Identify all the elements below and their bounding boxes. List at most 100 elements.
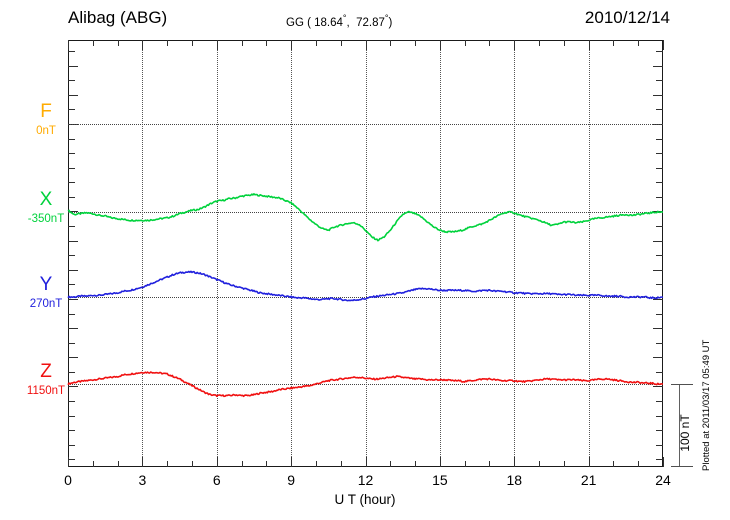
x-axis-tick: [68, 40, 69, 50]
y-axis-tick: [68, 196, 75, 198]
x-axis-tick: [514, 457, 516, 467]
x-axis-tick: [291, 457, 293, 467]
y-axis-tick: [656, 415, 663, 417]
grid-line-vertical: [216, 40, 218, 467]
x-axis-tick: [167, 40, 169, 46]
y-axis-tick: [68, 80, 75, 82]
x-axis-tick: [167, 461, 169, 467]
grid-line-vertical: [588, 40, 590, 467]
y-axis-tick: [68, 153, 75, 155]
component-baseline-value: 1150nT: [26, 385, 66, 397]
x-axis-tick: [241, 40, 243, 46]
x-axis-tick: [241, 461, 243, 467]
y-axis-tick: [653, 298, 663, 300]
y-axis-tick: [656, 109, 663, 111]
y-axis-tick: [68, 430, 75, 432]
y-axis-tick: [653, 65, 663, 67]
y-axis-tick: [656, 401, 663, 403]
x-axis-tick: [266, 461, 268, 467]
baseline-f: [68, 124, 663, 125]
observation-date: 2010/12/14: [584, 8, 670, 27]
y-axis-tick: [656, 138, 663, 140]
scale-bar-top-cap: [671, 384, 693, 385]
x-axis-tick: [92, 40, 94, 46]
trace-z: [67, 371, 664, 398]
component-symbol: Y: [39, 274, 53, 295]
y-axis-tick: [656, 444, 663, 446]
y-axis-tick: [68, 211, 78, 213]
trace-x: [67, 193, 664, 242]
y-axis-tick: [68, 371, 75, 373]
x-axis-tick: [340, 461, 342, 467]
plotted-timestamp: Plotted at 2011/03/17 05:49 UT: [701, 339, 712, 471]
y-axis-tick: [656, 226, 663, 228]
y-axis-tick: [656, 371, 663, 373]
component-label-y: Y 270nT: [30, 275, 63, 311]
x-axis-tick-label: 24: [655, 472, 671, 488]
x-axis-tick-label: 6: [212, 472, 221, 488]
component-baseline-value: 0nT: [36, 125, 56, 137]
y-axis-tick: [653, 269, 663, 271]
y-axis-tick: [68, 415, 75, 417]
y-axis-tick: [68, 298, 78, 300]
x-axis-tick: [563, 40, 565, 46]
component-baseline-value: -350nT: [27, 213, 65, 225]
x-axis-tick: [638, 461, 640, 467]
x-axis-tick: [191, 461, 193, 467]
x-axis-tick-label: 18: [506, 472, 523, 488]
x-axis-tick: [588, 457, 590, 467]
y-axis-tick: [653, 357, 663, 359]
x-axis-tick: [216, 40, 218, 50]
y-axis-tick: [68, 342, 75, 344]
x-axis-tick: [613, 40, 615, 46]
x-axis-tick: [365, 40, 367, 50]
baseline-y: [68, 297, 663, 298]
station-name: Alibag (ABG): [68, 8, 168, 27]
x-axis-tick: [563, 461, 565, 467]
x-axis-tick-label: 3: [138, 472, 147, 488]
component-baseline-value: 270nT: [29, 298, 63, 310]
x-axis-tick: [514, 40, 516, 50]
y-axis-tick: [68, 328, 78, 330]
x-axis-tick: [191, 40, 193, 46]
x-axis-tick: [439, 457, 441, 467]
y-axis-tick: [68, 284, 75, 286]
trace-y: [67, 270, 664, 302]
y-axis-tick: [656, 342, 663, 344]
x-axis-tick: [68, 457, 69, 467]
x-axis-tick: [315, 40, 317, 46]
y-axis-tick: [656, 80, 663, 82]
grid-line-vertical: [365, 40, 367, 467]
component-symbol: F: [40, 101, 52, 122]
y-axis-tick: [656, 430, 663, 432]
baseline-x: [68, 212, 663, 213]
y-axis-tick: [653, 386, 663, 388]
y-axis-tick: [656, 182, 663, 184]
x-axis-tick: [613, 461, 615, 467]
y-axis-tick: [656, 255, 663, 257]
y-axis-tick: [656, 284, 663, 286]
degree-icon: °: [342, 13, 347, 23]
component-symbol: X: [39, 189, 53, 210]
y-axis-tick: [68, 94, 78, 96]
x-axis-tick: [291, 40, 293, 50]
x-axis-tick: [539, 461, 541, 467]
geo-latitude: 18.64: [314, 16, 343, 29]
x-axis-tick: [439, 40, 441, 50]
component-label-x: X -350nT: [28, 190, 64, 226]
x-axis-tick: [117, 40, 119, 46]
x-axis-tick: [266, 40, 268, 46]
y-axis-tick: [656, 459, 663, 461]
x-axis-tick: [142, 40, 144, 50]
x-axis-tick: [464, 40, 466, 46]
y-axis-tick: [656, 313, 663, 315]
y-axis-tick: [656, 51, 663, 53]
geo-longitude: 72.87: [356, 16, 385, 29]
y-axis-tick: [68, 182, 75, 184]
baseline-z: [68, 384, 663, 385]
x-axis-tick: [390, 40, 392, 46]
plot-area: [67, 40, 664, 467]
scale-bar-bottom-cap: [671, 466, 693, 467]
grid-line-vertical: [439, 40, 441, 467]
component-label-f: F 0nT: [36, 102, 56, 138]
